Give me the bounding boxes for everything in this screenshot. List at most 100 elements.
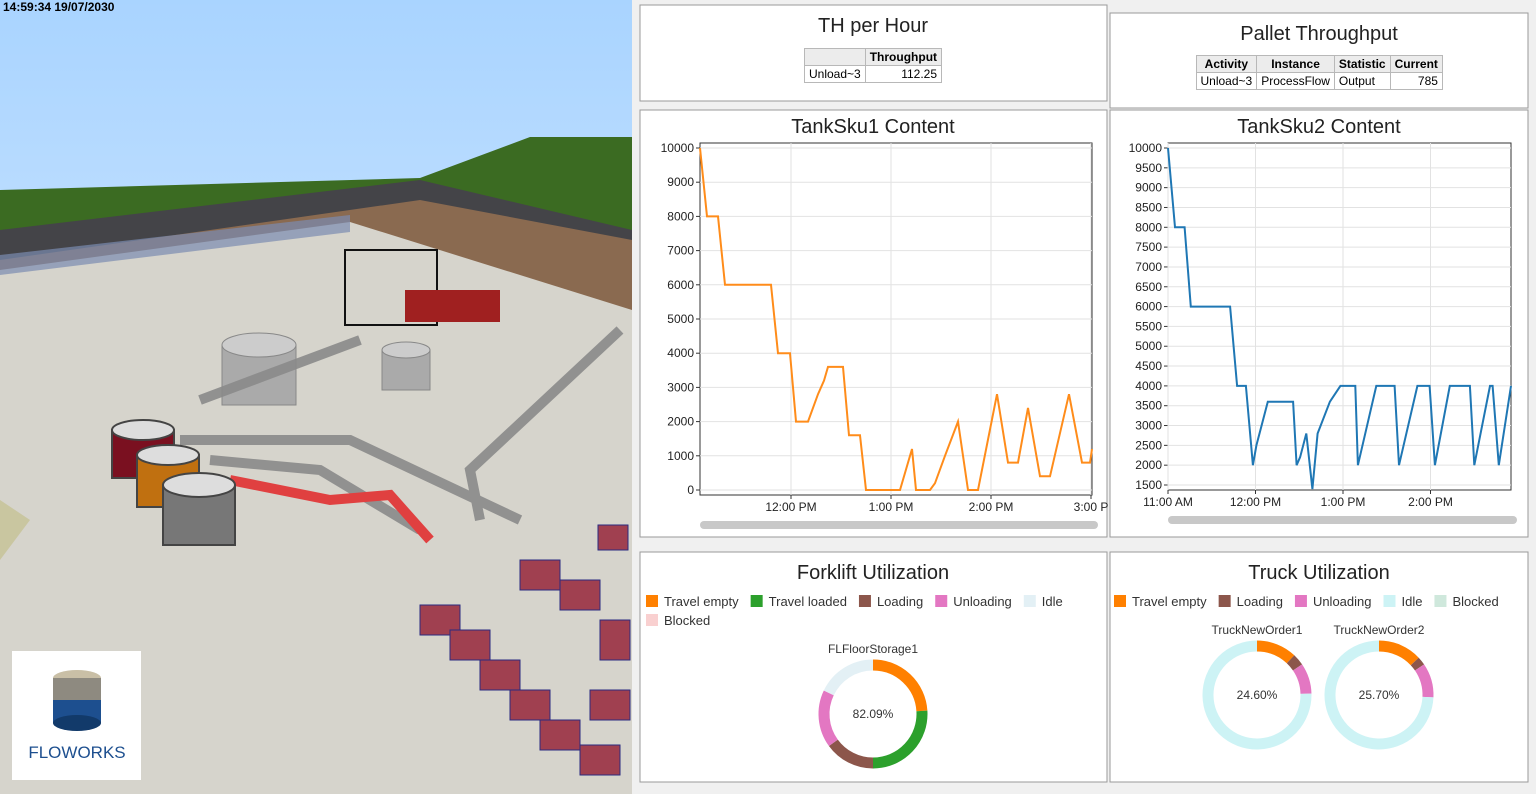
y-tick-label: 5000 <box>667 312 694 326</box>
donut-segment <box>828 739 874 769</box>
chart-title: TankSku1 Content <box>791 116 955 138</box>
column-header: Throughput <box>864 48 943 66</box>
legend-swatch <box>858 595 871 607</box>
y-tick-label: 8500 <box>1135 200 1162 214</box>
legend-item: Loading <box>1218 594 1283 609</box>
legend-swatch <box>1218 595 1231 607</box>
data-line <box>1167 147 1512 490</box>
legend-swatch <box>1383 595 1396 607</box>
legend-item: Idle <box>1383 594 1422 609</box>
legend-label: Loading <box>877 594 923 609</box>
panel-title: TH per Hour <box>818 15 928 37</box>
x-tick-label: 12:00 PM <box>1230 495 1281 509</box>
legend-label: Travel empty <box>1132 594 1207 609</box>
x-tick-label: 2:00 PM <box>1408 495 1453 509</box>
corner-cell <box>804 48 866 66</box>
legend-item: Travel loaded <box>750 594 847 609</box>
legend-label: Unloading <box>953 594 1012 609</box>
y-tick-label: 6000 <box>667 278 694 292</box>
scrollbar[interactable] <box>700 521 1098 529</box>
chart-title: Forklift Utilization <box>797 562 949 584</box>
table-cell: Output <box>1333 72 1391 90</box>
ring-name: TruckNewOrder2 <box>1334 623 1425 637</box>
donut-segment <box>1286 655 1303 671</box>
y-tick-label: 7500 <box>1135 240 1162 254</box>
simulation-view[interactable]: 14:59:34 19/07/2030 FLOWORKS <box>0 0 632 794</box>
column-header: Statistic <box>1333 55 1391 73</box>
ring-name: TruckNewOrder1 <box>1212 623 1303 637</box>
logo-text: FLOWORKS <box>28 743 125 762</box>
legend-item: Blocked <box>1434 594 1499 609</box>
donut-segment <box>872 710 928 769</box>
y-tick-label: 9500 <box>1135 161 1162 175</box>
x-tick-label: 2:00 PM <box>969 500 1014 514</box>
y-tick-label: 7000 <box>667 244 694 258</box>
y-tick-label: 2000 <box>667 415 694 429</box>
legend-swatch <box>1434 595 1447 607</box>
donut-segment <box>823 659 874 696</box>
donut-segment <box>1410 657 1425 671</box>
x-tick-label: 12:00 PM <box>765 500 816 514</box>
y-tick-label: 3000 <box>667 380 694 394</box>
y-tick-label: 10000 <box>1129 141 1163 155</box>
y-tick-label: 4500 <box>1135 359 1162 373</box>
y-tick-label: 4000 <box>1135 379 1162 393</box>
data-table: Throughput Unload~3 112.25 <box>804 48 943 83</box>
y-tick-label: 10000 <box>661 141 695 155</box>
data-line <box>699 147 1093 491</box>
scrollbar[interactable] <box>1168 516 1517 524</box>
y-tick-label: 2500 <box>1135 438 1162 452</box>
y-tick-label: 8000 <box>1135 220 1162 234</box>
chart-title: Truck Utilization <box>1248 562 1390 584</box>
center-label: 25.70% <box>1359 688 1400 702</box>
legend-swatch <box>1114 595 1126 607</box>
legend-item: Loading <box>858 594 923 609</box>
legend-swatch <box>1023 595 1036 607</box>
donut-segment <box>1378 640 1419 666</box>
y-tick-label: 4000 <box>667 346 694 360</box>
donut-segment <box>1324 640 1434 750</box>
ring-name: FLFloorStorage1 <box>828 642 918 656</box>
legend-swatch <box>750 595 763 607</box>
legend-label: Unloading <box>1313 594 1372 609</box>
y-tick-label: 6000 <box>1135 300 1162 314</box>
donut-segment <box>1414 664 1434 698</box>
legend-label: Blocked <box>1452 594 1498 609</box>
legend-item: Unloading <box>1294 594 1372 609</box>
y-tick-label: 5000 <box>1135 339 1162 353</box>
column-header: Current <box>1389 55 1443 73</box>
panel-title: Pallet Throughput <box>1240 23 1398 45</box>
table-cell: Unload~3 <box>1195 72 1258 90</box>
table-cell: 112.25 <box>864 65 943 83</box>
legend-item: Travel empty <box>1114 594 1207 609</box>
legend-item: Idle <box>1023 594 1063 609</box>
legend-label: Travel empty <box>664 594 739 609</box>
column-header: Instance <box>1256 55 1335 73</box>
table-cell: ProcessFlow <box>1256 72 1335 90</box>
y-tick-label: 0 <box>687 483 694 497</box>
legend-swatch <box>646 595 658 607</box>
y-tick-label: 1500 <box>1135 478 1162 492</box>
y-tick-label: 6500 <box>1135 280 1162 294</box>
legend-item: Unloading <box>935 594 1012 609</box>
column-header: Activity <box>1195 55 1258 73</box>
x-tick-label: 1:00 PM <box>1321 495 1366 509</box>
y-tick-label: 8000 <box>667 209 694 223</box>
donut-segment <box>1202 640 1312 750</box>
center-label: 24.60% <box>1237 688 1278 702</box>
table-cell: 785 <box>1389 72 1443 90</box>
y-tick-label: 3500 <box>1135 399 1162 413</box>
x-tick-label: 3:00 P <box>1074 500 1109 514</box>
data-table: Activity Instance Statistic Current Unload~3… <box>1195 55 1443 90</box>
y-tick-label: 9000 <box>1135 181 1162 195</box>
x-tick-label: 11:00 AM <box>1143 495 1193 509</box>
center-label: 82.09% <box>853 707 894 721</box>
y-tick-label: 3000 <box>1135 419 1162 433</box>
legend-item: Blocked <box>646 613 710 628</box>
legend-swatch <box>1294 595 1307 607</box>
chart-title: TankSku2 Content <box>1237 116 1401 138</box>
timestamp: 14:59:34 19/07/2030 <box>3 0 115 14</box>
legend-swatch <box>646 614 658 626</box>
legend-label: Loading <box>1237 594 1283 609</box>
